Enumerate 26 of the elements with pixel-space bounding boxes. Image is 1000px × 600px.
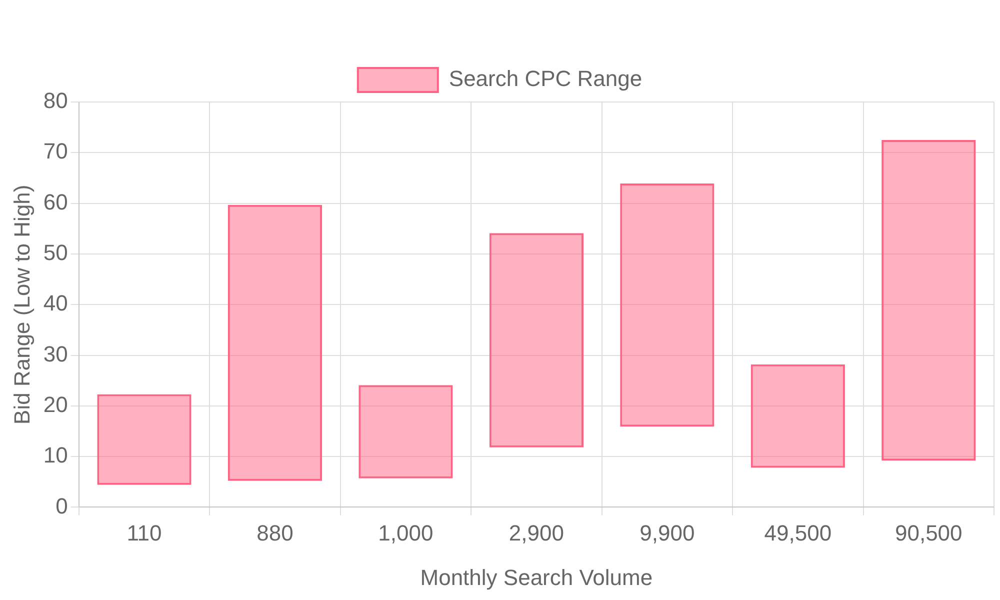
bar — [882, 140, 976, 461]
y-tick-label: 70 — [43, 138, 68, 164]
y-tick-label: 80 — [43, 88, 68, 114]
y-tick-label: 40 — [43, 290, 68, 316]
x-tick-label: 1,000 — [378, 520, 434, 546]
bar — [489, 233, 584, 448]
x-tick-label: 880 — [256, 520, 294, 546]
bar — [750, 364, 845, 468]
x-tick-label: 9,900 — [640, 520, 695, 546]
bar — [358, 385, 453, 478]
y-tick-label: 30 — [43, 341, 68, 366]
y-tick-label: 50 — [43, 240, 68, 266]
bar — [620, 184, 714, 427]
y-axis-title: Bid Range (Low to High) — [9, 184, 34, 424]
x-tick-label: 90,500 — [894, 520, 962, 546]
bar — [228, 204, 322, 481]
x-axis-title: Monthly Search Volume — [420, 564, 653, 590]
x-tick-label: 110 — [126, 520, 162, 546]
y-tick-label: 0 — [56, 493, 68, 518]
x-tick-label: 49,500 — [764, 520, 832, 546]
y-tick-label: 20 — [43, 392, 68, 417]
y-tick-label: 10 — [43, 442, 68, 468]
bar — [97, 394, 192, 485]
y-tick-label: 60 — [43, 189, 68, 214]
x-tick-label: 2,900 — [508, 520, 564, 546]
legend-label: Search CPC Range — [448, 66, 642, 92]
